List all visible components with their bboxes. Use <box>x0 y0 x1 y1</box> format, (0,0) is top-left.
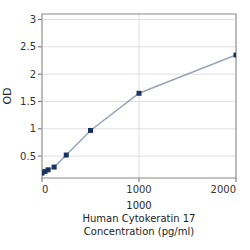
tick-mark <box>38 156 42 157</box>
point <box>46 167 51 172</box>
axis-label: OD <box>1 87 14 104</box>
tick-mark <box>38 19 42 20</box>
point <box>88 128 93 133</box>
tick-label: 1 <box>30 123 36 134</box>
plot-area <box>42 14 236 178</box>
tick-label: 0 <box>42 184 48 195</box>
tick-mark <box>38 46 42 47</box>
tick-label: 2 <box>30 69 36 80</box>
chart: 0.5 1 1.5 2 2.5 3 0 1000 2000 OD 1000 Human Cytoker… <box>0 0 250 250</box>
tick-mark <box>139 178 140 182</box>
series <box>42 53 236 176</box>
tick-label: 3 <box>30 14 36 25</box>
grid-line <box>139 14 140 178</box>
tick-label: 2000 <box>211 184 236 195</box>
tick-mark <box>38 128 42 129</box>
tick-label: 0.5 <box>20 151 36 162</box>
tick-label: 1.5 <box>20 96 36 107</box>
tick-mark <box>236 178 237 182</box>
plot-frame <box>42 14 236 178</box>
axis-label: 1000 <box>126 200 151 211</box>
line <box>42 55 236 173</box>
point <box>52 165 57 170</box>
tick-mark <box>38 101 42 102</box>
tick-label: 1000 <box>126 184 151 195</box>
point <box>64 153 69 158</box>
axis-label: Human Cytokeratin 17 <box>83 213 196 224</box>
tick-mark <box>38 74 42 75</box>
axis-label: Concentration (pg/ml) <box>84 226 194 237</box>
point <box>137 91 142 96</box>
tick-label: 2.5 <box>20 41 36 52</box>
tick-mark <box>42 178 43 182</box>
point <box>234 53 237 58</box>
